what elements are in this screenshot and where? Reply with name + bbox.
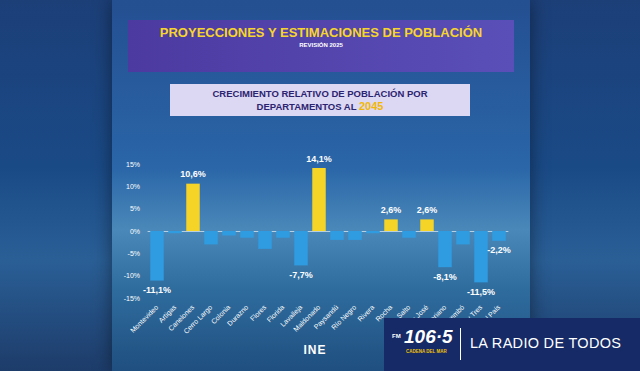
html-text:LA RADIO DE TODOS: LA RADIO DE TODOS bbox=[470, 335, 622, 351]
svg-text:Flores: Flores bbox=[248, 303, 268, 323]
svg-text:Montevideo: Montevideo bbox=[129, 303, 160, 334]
html-text:INE: INE bbox=[303, 343, 327, 357]
svg-text:0%: 0% bbox=[130, 228, 140, 235]
svg-text:-15%: -15% bbox=[124, 295, 140, 302]
html-text:REVISIÓN 2025: REVISIÓN 2025 bbox=[299, 42, 343, 48]
html-text:CRECIMIENTO RELATIVO DE POBLAC: CRECIMIENTO RELATIVO DE POBLACIÓN POR DE… bbox=[212, 88, 428, 112]
svg-text:5%: 5% bbox=[130, 205, 140, 212]
svg-text:Maldonado: Maldonado bbox=[292, 303, 322, 333]
svg-text:-11,5%: -11,5% bbox=[467, 287, 495, 297]
svg-text:Total País: Total País bbox=[474, 303, 502, 331]
svg-text:-2,2%: -2,2% bbox=[487, 245, 511, 255]
svg-text:Rocha: Rocha bbox=[374, 303, 394, 323]
svg-text:-5%: -5% bbox=[128, 250, 140, 257]
svg-text:2,6%: 2,6% bbox=[417, 205, 438, 215]
svg-text:Florida: Florida bbox=[265, 303, 286, 324]
svg-text:Salto: Salto bbox=[395, 303, 412, 320]
svg-text:14,1%: 14,1% bbox=[306, 154, 332, 164]
svg-text:10,6%: 10,6% bbox=[180, 169, 206, 179]
svg-text:Cerro Largo: Cerro Largo bbox=[182, 303, 214, 335]
svg-text:Lavalleja: Lavalleja bbox=[279, 303, 304, 328]
svg-text:-7,7%: -7,7% bbox=[289, 270, 313, 280]
svg-text:-8,1%: -8,1% bbox=[433, 272, 457, 282]
svg-text:Durazno: Durazno bbox=[226, 303, 250, 327]
svg-text:2,6%: 2,6% bbox=[381, 205, 402, 215]
html-text:106·5: 106·5 bbox=[404, 326, 453, 347]
svg-text:10%: 10% bbox=[126, 183, 140, 190]
svg-text:Artigas: Artigas bbox=[157, 303, 178, 324]
svg-text:15%: 15% bbox=[126, 161, 140, 168]
svg-text:-10%: -10% bbox=[124, 272, 140, 279]
html-text:FM: FM bbox=[392, 333, 401, 339]
svg-text:Río Negro: Río Negro bbox=[330, 303, 358, 331]
svg-text:-11,1%: -11,1% bbox=[143, 285, 171, 295]
svg-text:Colonia: Colonia bbox=[209, 303, 232, 326]
html-text:PROYECCIONES Y ESTIMACIONES DE: PROYECCIONES Y ESTIMACIONES DE POBLACIÓN bbox=[159, 25, 483, 40]
svg-text:Soriano: Soriano bbox=[425, 303, 448, 326]
svg-text:Paysandú: Paysandú bbox=[312, 303, 340, 331]
svg-text:San José: San José bbox=[403, 303, 430, 330]
svg-text:Rivera: Rivera bbox=[356, 303, 375, 322]
html-text:CADENA DEL MAR: CADENA DEL MAR bbox=[406, 349, 447, 354]
svg-text:Canelones: Canelones bbox=[166, 303, 196, 333]
